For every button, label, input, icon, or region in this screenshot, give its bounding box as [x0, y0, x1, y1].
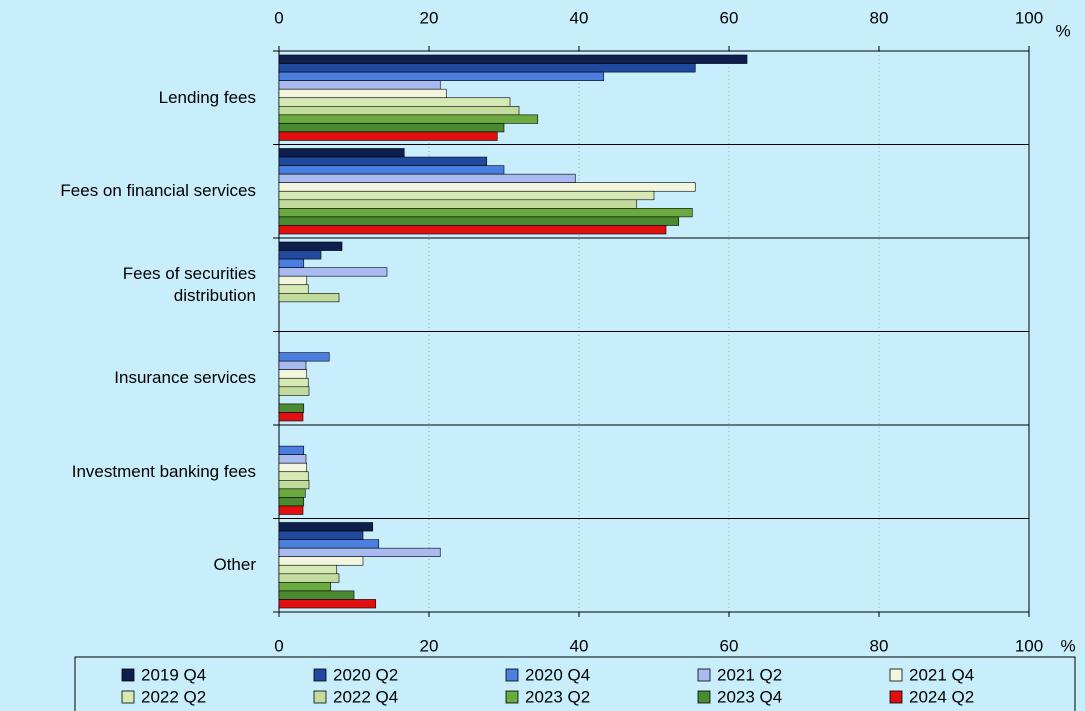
bar [278, 173, 576, 183]
category-label: Other [213, 555, 256, 575]
bar [278, 250, 322, 260]
bar [278, 573, 340, 583]
category-label: Fees on financial services [60, 181, 256, 201]
x-tick-label-bottom: 40 [570, 636, 589, 655]
bar [278, 225, 667, 235]
bar [278, 71, 605, 81]
bar [278, 360, 307, 370]
bar [278, 80, 441, 90]
legend-label: 2020 Q4 [525, 665, 590, 684]
bar [278, 63, 696, 73]
bar [278, 377, 309, 388]
bar [278, 445, 305, 455]
bar [278, 156, 488, 166]
bar [278, 208, 693, 218]
legend-swatch [121, 668, 135, 682]
x-tick-label-bottom: 100 [1015, 636, 1043, 655]
category-label: Insurance services [114, 368, 256, 388]
bar [278, 114, 539, 124]
bar [278, 165, 505, 175]
bar [278, 190, 655, 201]
bar [278, 412, 304, 422]
bar [278, 123, 505, 133]
bar [278, 547, 441, 558]
legend-swatch [313, 668, 327, 682]
bar [278, 199, 638, 209]
bar [278, 556, 364, 566]
bar [278, 148, 405, 158]
legend-swatch [697, 668, 711, 682]
bar [278, 182, 696, 192]
x-tick-label-bottom: 20 [420, 636, 439, 655]
legend-label: 2022 Q2 [141, 687, 206, 706]
x-tick-label-bottom: 60 [720, 636, 739, 655]
bar [278, 216, 680, 226]
x-tick-label-top: 80 [870, 8, 889, 27]
bar [278, 275, 308, 286]
legend-label: 2021 Q2 [717, 665, 782, 684]
bar [278, 292, 340, 303]
bar [278, 505, 304, 515]
legend-label: 2024 Q2 [909, 687, 974, 706]
legend-label: 2020 Q2 [333, 665, 398, 684]
x-unit-top: % [1055, 21, 1070, 40]
x-tick-label-top: 100 [1015, 8, 1043, 27]
x-tick-label-top: 60 [720, 8, 739, 27]
bar [278, 131, 498, 141]
x-tick-label-bottom: 80 [870, 636, 889, 655]
bar [278, 539, 380, 549]
bar [278, 88, 447, 99]
bar [278, 386, 310, 396]
legend-swatch [313, 690, 327, 704]
bar [278, 582, 332, 592]
legend-label: 2023 Q2 [525, 687, 590, 706]
bar [278, 369, 308, 379]
legend-label: 2023 Q4 [717, 687, 782, 706]
bar [278, 403, 305, 413]
legend-swatch [505, 668, 519, 682]
legend-label: 2022 Q4 [333, 687, 398, 706]
bar [278, 106, 520, 116]
bar [278, 54, 748, 64]
bar [278, 564, 338, 575]
bar [278, 497, 305, 507]
legend-swatch [697, 690, 711, 704]
bar [278, 522, 374, 532]
bar [278, 241, 343, 251]
bar [278, 488, 306, 498]
bar [278, 97, 511, 107]
x-tick-label-top: 20 [420, 8, 439, 27]
bar [278, 471, 309, 481]
legend-swatch [889, 668, 903, 682]
legend-swatch [121, 690, 135, 704]
bar [278, 352, 330, 362]
bar [278, 284, 309, 294]
bar [278, 590, 355, 600]
x-tick-label-top: 40 [570, 8, 589, 27]
legend-swatch [889, 690, 903, 704]
category-label: Fees of securities distribution [122, 263, 256, 305]
legend-label: 2019 Q4 [141, 665, 206, 684]
bar [278, 258, 305, 268]
bar [278, 267, 388, 277]
legend-label: 2021 Q4 [909, 665, 974, 684]
x-unit-bottom: % [1060, 636, 1075, 655]
legend-swatch [505, 690, 519, 704]
bar [278, 479, 310, 490]
x-tick-label-bottom: 0 [274, 636, 283, 655]
bar [278, 530, 364, 540]
x-tick-label-top: 0 [274, 8, 283, 27]
legend-box [74, 656, 1076, 711]
bar [278, 462, 308, 473]
category-label: Lending fees [158, 87, 256, 107]
bar [278, 454, 307, 464]
bar [278, 599, 377, 609]
category-label: Investment banking fees [71, 461, 256, 481]
